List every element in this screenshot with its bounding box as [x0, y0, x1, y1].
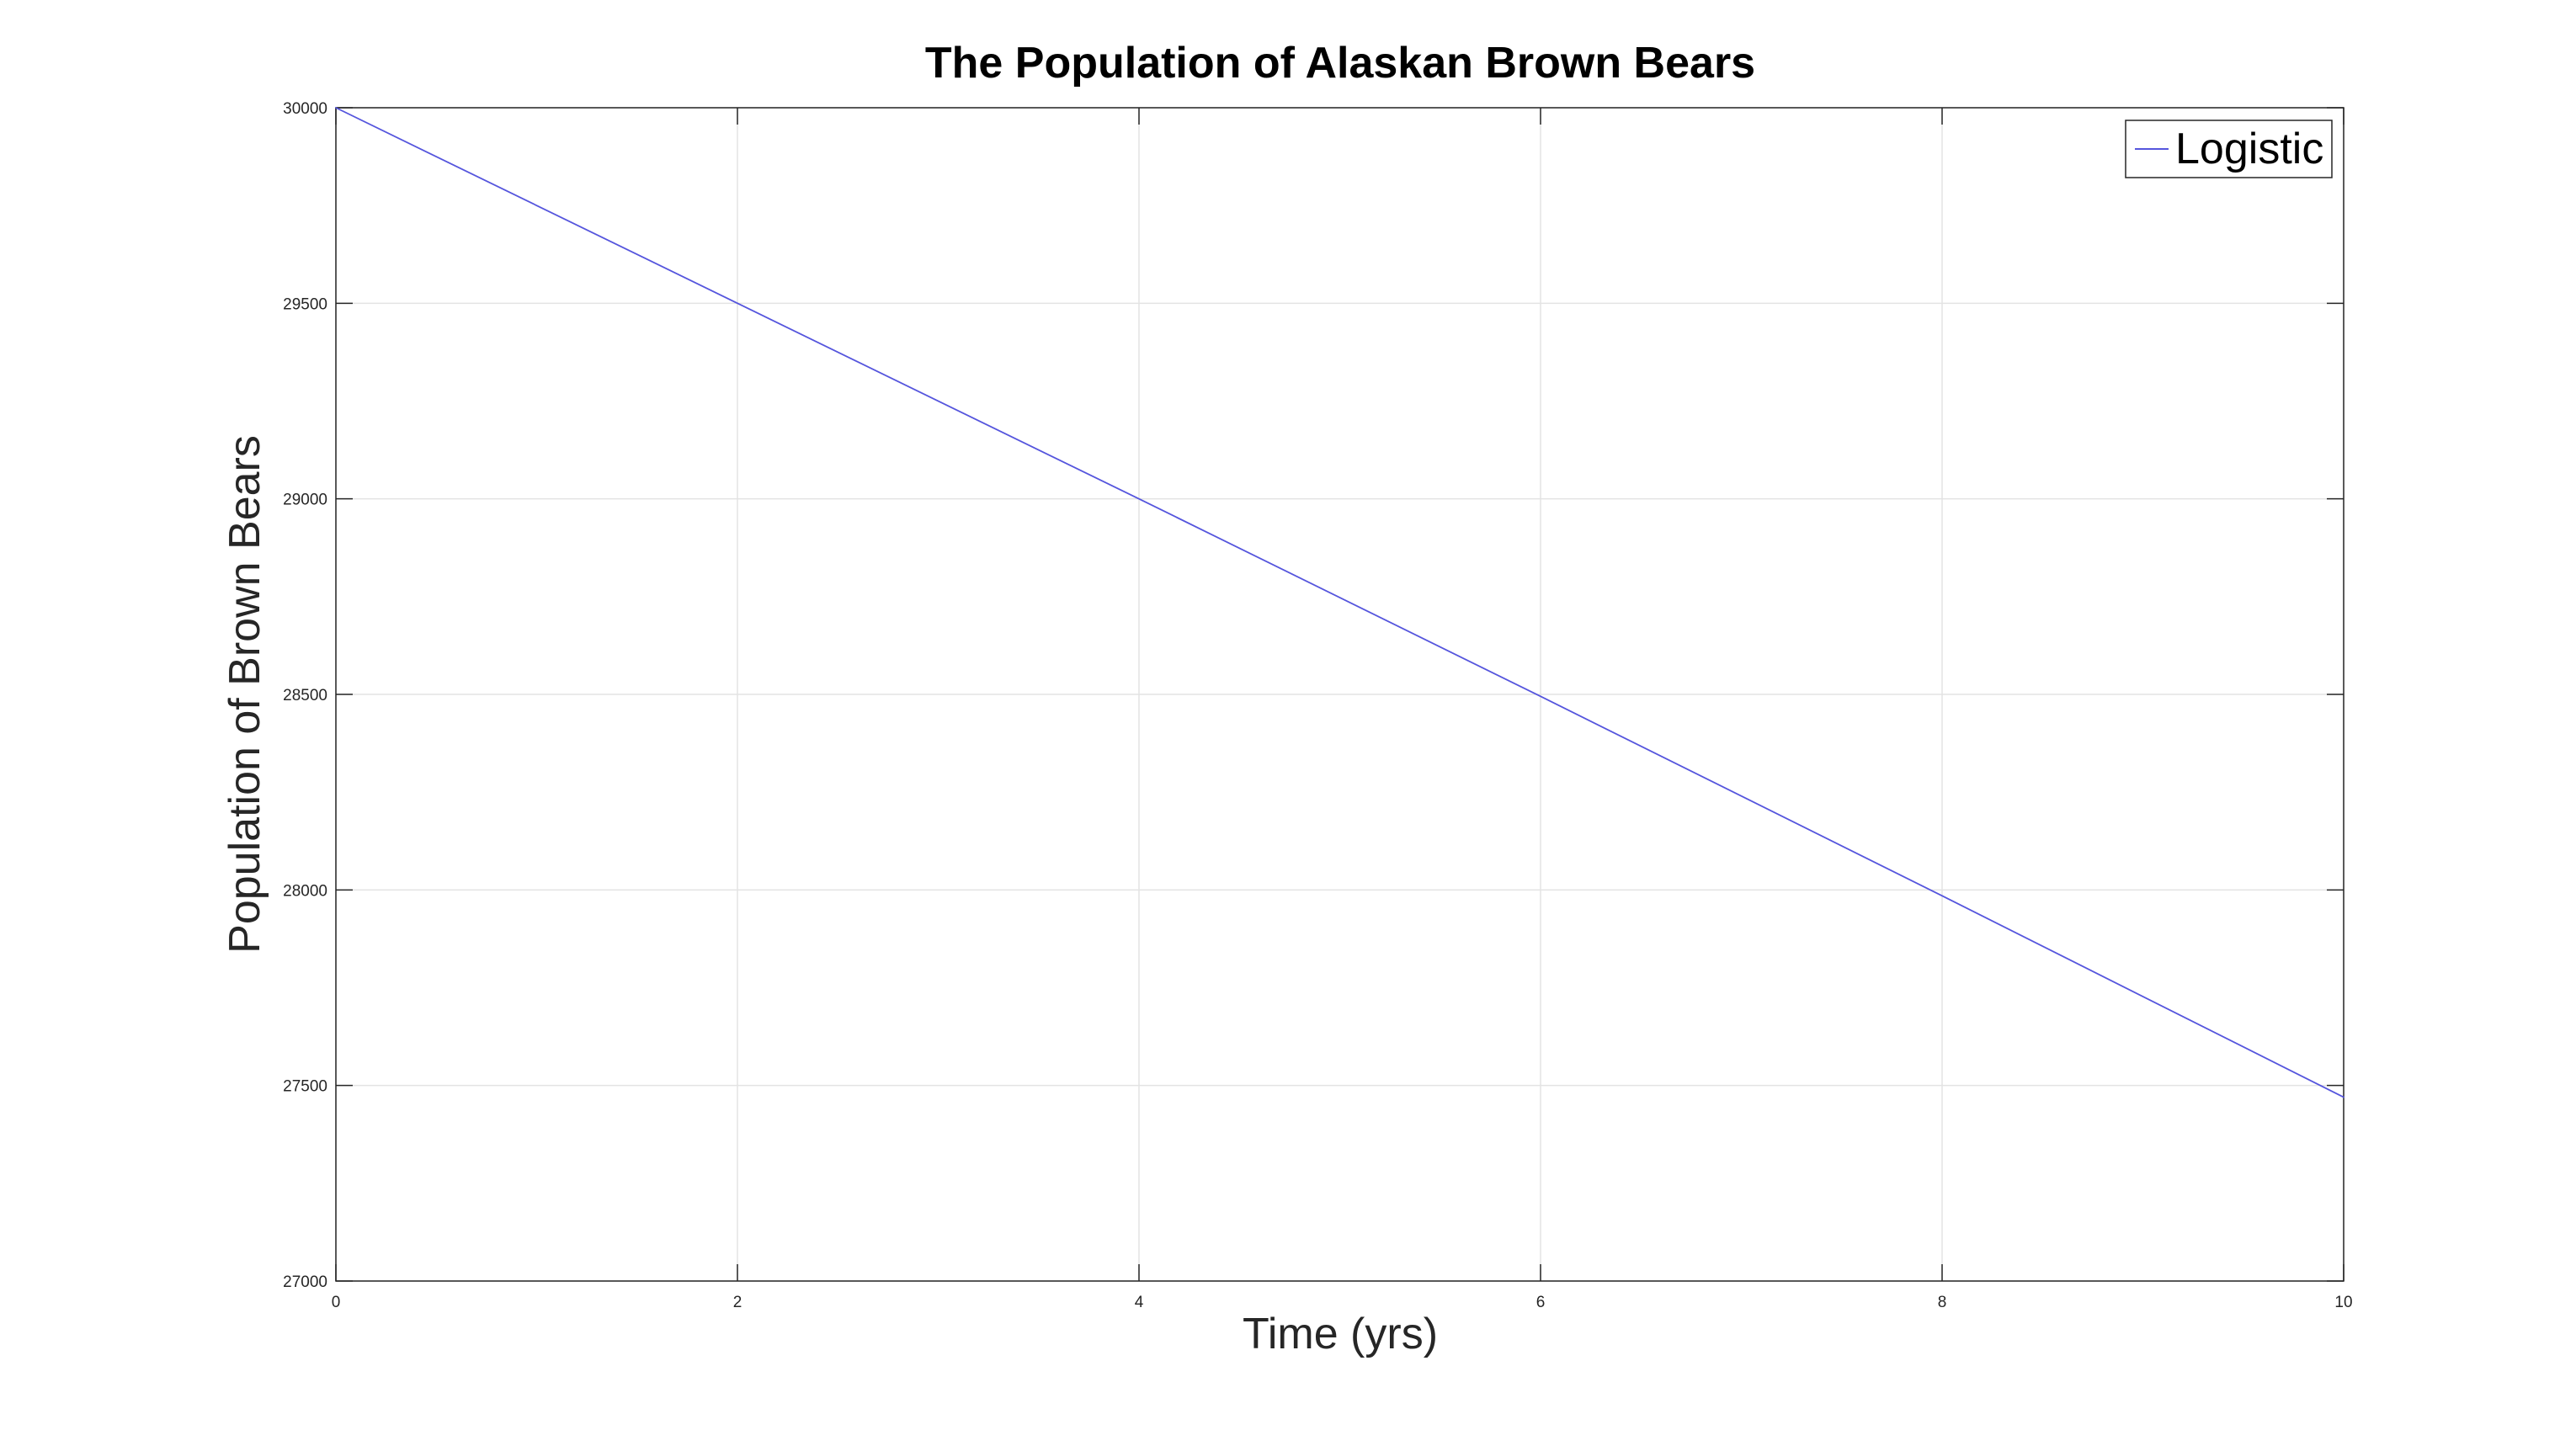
x-tick-label: 10 — [2334, 1294, 2352, 1311]
legend: Logistic — [2125, 120, 2333, 178]
legend-entry-logistic: Logistic — [2175, 125, 2323, 173]
y-tick-label: 29000 — [283, 492, 327, 509]
x-tick-label: 0 — [332, 1294, 341, 1311]
x-tick-label: 6 — [1536, 1294, 1546, 1311]
chart-title: The Population of Alaskan Brown Bears — [925, 39, 1755, 88]
y-tick-label: 27000 — [283, 1273, 327, 1291]
y-tick-label: 30000 — [283, 100, 327, 118]
x-tick-label: 4 — [1135, 1294, 1144, 1311]
series-layer — [335, 107, 2344, 1098]
y-axis-label: Population of Brown Bears — [221, 435, 269, 954]
x-tick-label: 8 — [1938, 1294, 1947, 1311]
series-line-logistic — [335, 107, 2344, 1098]
x-axis-label: Time (yrs) — [1243, 1310, 1438, 1358]
y-tick-label: 28000 — [283, 882, 327, 900]
x-tick-label: 2 — [733, 1294, 742, 1311]
y-tick-label: 27500 — [283, 1078, 327, 1096]
tick-labels: 0 2 4 6 8 10 27000 27500 28000 28500 29000 29500 300… — [283, 100, 2352, 1311]
y-tick-label: 28500 — [283, 687, 327, 704]
plot-area-box — [335, 107, 2344, 1282]
y-tick-label: 29500 — [283, 295, 327, 313]
